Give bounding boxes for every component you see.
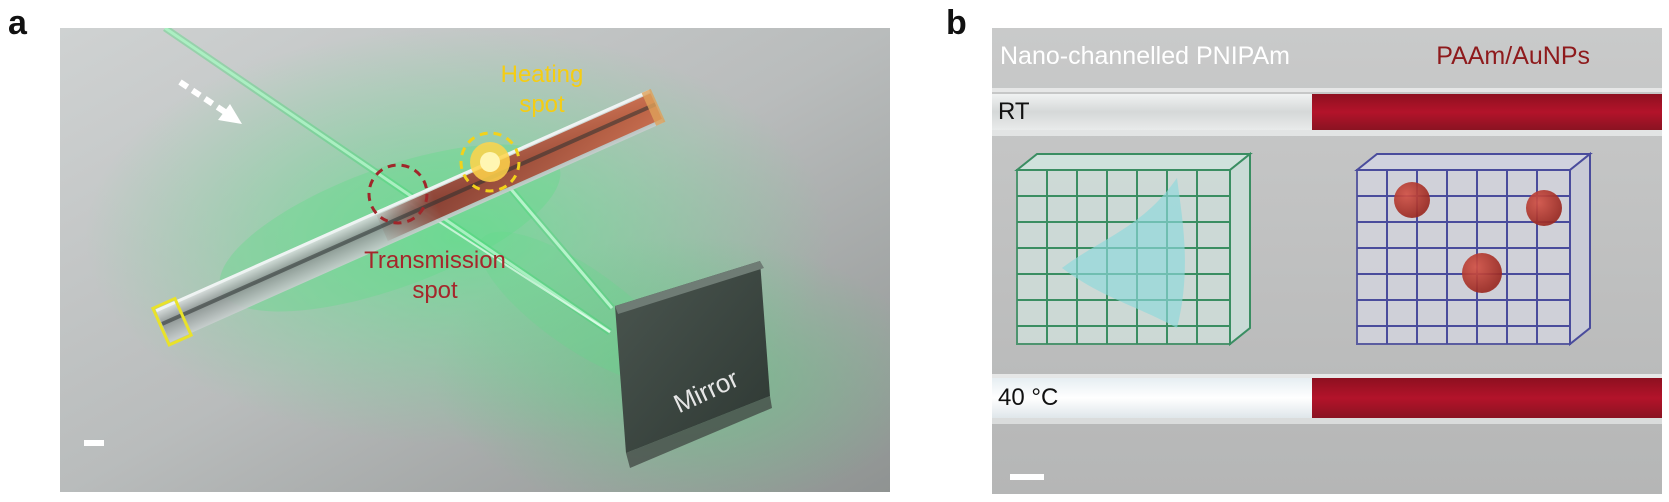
paam-aunp-cube <box>1354 151 1593 347</box>
heating-spot-marker <box>459 131 521 193</box>
pnipam-network-cube <box>1014 151 1253 347</box>
scale-bar <box>84 440 104 446</box>
panel-a-letter: a <box>8 4 27 42</box>
transmission-spot-marker <box>367 163 429 225</box>
panel-a-photo: Heating spot Transmission spot Mirror <box>60 28 890 492</box>
paam-header: PAAm/AuNPs <box>1436 42 1590 70</box>
scale-bar-b <box>1010 474 1044 480</box>
heating-spot-label: Heating spot <box>500 61 584 118</box>
panel-b-letter: b <box>946 4 967 42</box>
mirror <box>615 261 772 468</box>
incident-arrow <box>178 79 242 124</box>
rt-row-label: RT <box>998 98 1030 125</box>
heated-row-label: 40 °C <box>998 384 1059 411</box>
pnipam-header: Nano-channelled PNIPAm <box>1000 42 1290 70</box>
panel-a-illustration <box>60 28 890 492</box>
panel-b-illustration <box>992 28 1662 494</box>
transmission-spot-label: Transmission spot <box>364 247 506 304</box>
panel-b-photo: Nano-channelled PNIPAm PAAm/AuNPs RT 40 … <box>992 28 1662 494</box>
